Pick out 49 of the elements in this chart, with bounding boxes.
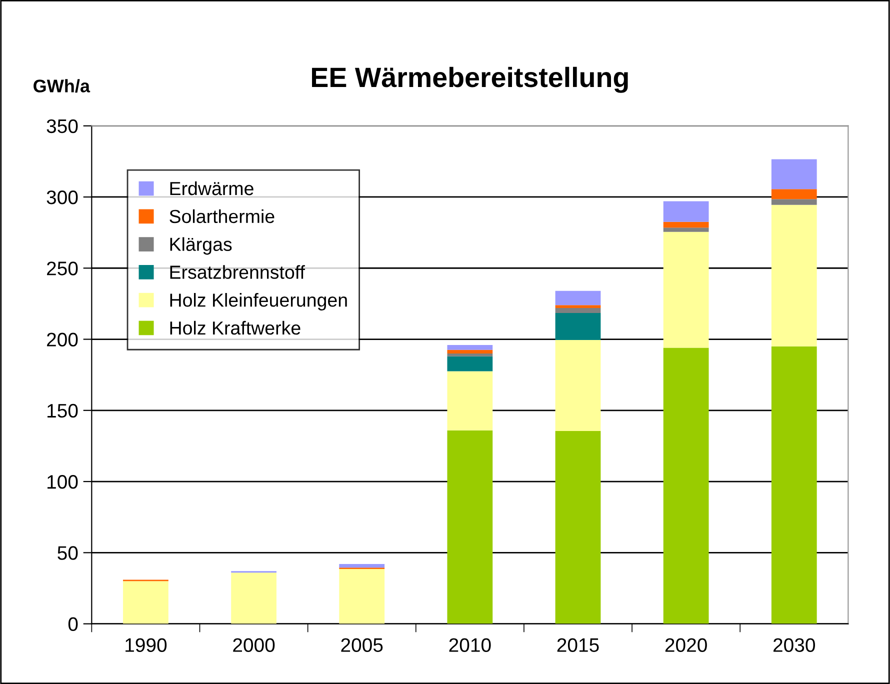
y-tick-label: 0 — [68, 617, 78, 632]
x-tick-label: 2005 — [341, 638, 383, 652]
bar — [447, 350, 493, 354]
x-tick-label: 2030 — [773, 638, 816, 652]
x-tick-label: 2015 — [557, 638, 599, 652]
x-tick-label: 2020 — [665, 638, 707, 652]
y-tick-label: 350 — [46, 119, 78, 134]
y-tick-label: 50 — [58, 546, 78, 560]
y-tick-label: 200 — [47, 332, 78, 346]
bar — [447, 344, 493, 350]
bar — [555, 290, 601, 306]
bar — [771, 346, 817, 624]
bar — [447, 371, 493, 430]
bar — [447, 353, 493, 356]
bar — [771, 189, 817, 200]
bar — [663, 222, 709, 228]
bar — [555, 340, 601, 432]
legend-label: Holz Kleinfeuerungen — [170, 293, 347, 310]
bar — [339, 564, 385, 568]
bar — [555, 431, 601, 624]
legend-label: Klärgas — [170, 237, 232, 255]
legend-label: Holz Kraftwerke — [170, 320, 300, 335]
bar — [123, 581, 168, 624]
bar — [447, 430, 493, 624]
bar — [771, 159, 817, 190]
legend-label: Solarthermie — [170, 209, 274, 224]
y-axis-title: GWh/a — [34, 79, 90, 93]
chart-title: EE Wärmebereitstellung — [312, 66, 628, 93]
bar — [663, 201, 709, 222]
bar — [663, 232, 709, 348]
legend-label: Ersatzbrennstoff — [170, 265, 305, 279]
bar — [663, 348, 709, 624]
legend-label: Erdwärme — [170, 181, 254, 196]
bar — [771, 204, 817, 346]
x-tick-label: 2010 — [449, 638, 491, 652]
y-tick-label: 300 — [46, 190, 78, 204]
bar — [771, 199, 817, 205]
bar — [447, 356, 493, 372]
x-tick-label: 2000 — [233, 638, 275, 652]
y-tick-label: 250 — [47, 262, 78, 276]
bar — [231, 572, 276, 624]
bar — [555, 308, 601, 313]
y-tick-label: 150 — [48, 404, 78, 418]
bar — [555, 305, 601, 308]
y-tick-label: 100 — [48, 475, 78, 489]
bar — [555, 312, 601, 340]
bar — [663, 228, 709, 232]
x-tick-label: 1990 — [126, 638, 167, 652]
bar — [339, 569, 385, 624]
